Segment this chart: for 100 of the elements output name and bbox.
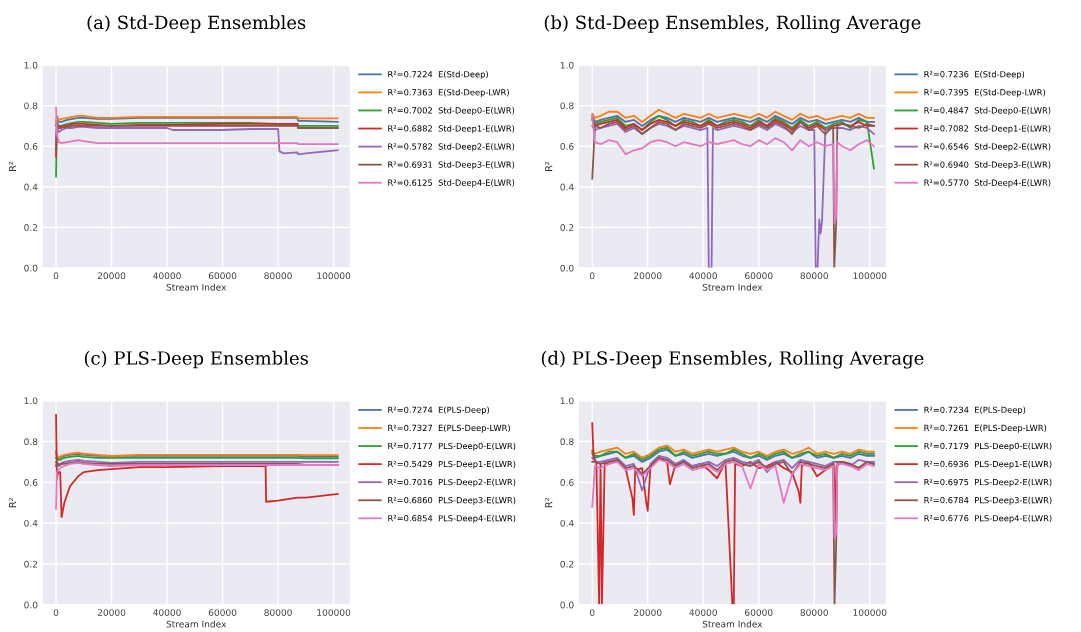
x-tick-label: 20000 <box>634 609 662 616</box>
x-tick-label: 100000 <box>853 272 887 280</box>
legend-label: R²=0.7177 PLS-Deep0-E(LWR) <box>388 442 516 451</box>
x-axis-title: Stream Index <box>166 283 227 291</box>
y-axis-title: R² <box>8 161 17 171</box>
y-tick-label: 0.8 <box>560 438 574 446</box>
line-series <box>591 108 875 123</box>
x-tick-label: 80000 <box>800 272 829 280</box>
legend-label: R²=0.6546 Std-Deep2-E(LWR) <box>924 143 1051 152</box>
legend-label: R²=0.6936 PLS-Deep1-E(LWR) <box>924 460 1052 469</box>
y-tick-label: 0.0 <box>24 264 38 272</box>
legend-label: R²=0.7274 E(PLS-Deep) <box>388 406 490 415</box>
legend-label: R²=0.7224 E(Std-Deep) <box>388 70 488 79</box>
y-tick-label: 0.6 <box>560 142 574 150</box>
x-tick-label: 0 <box>53 609 59 616</box>
chart-title: (c) PLS-Deep Ensembles <box>84 350 309 369</box>
line-series <box>55 106 339 146</box>
y-axis-title: R² <box>8 498 17 508</box>
line-series <box>591 114 875 127</box>
x-tick-label: 20000 <box>97 272 126 280</box>
chart-title: (a) Std-Deep Ensembles <box>87 15 306 33</box>
legend-label: R²=0.6975 PLS-Deep2-E(LWR) <box>924 478 1052 487</box>
y-tick-label: 0.2 <box>24 224 38 231</box>
x-tick-label: 40000 <box>689 272 717 280</box>
y-tick-label: 0.0 <box>560 601 574 609</box>
legend-label: R²=0.7234 E(PLS-Deep) <box>924 406 1026 415</box>
legend-label: R²=0.7327 E(PLS-Deep-LWR) <box>388 424 510 433</box>
legend-label: R²=0.7363 E(Std-Deep-LWR) <box>388 88 509 98</box>
chart-title: (d) PLS-Deep Ensembles, Rolling Average <box>541 350 924 369</box>
y-axis-title: R² <box>545 161 553 171</box>
legend-label: R²=0.6125 Std-Deep4-E(LWR) <box>388 179 515 188</box>
y-tick-label: 0.0 <box>560 264 574 272</box>
x-tick-label: 40000 <box>153 609 181 616</box>
legend-label: R²=0.6860 PLS-Deep3-E(LWR) <box>388 496 516 505</box>
x-tick-label: 80000 <box>264 609 292 616</box>
legend-label: R²=0.7236 E(Std-Deep) <box>924 70 1025 79</box>
x-tick-label: 60000 <box>745 272 773 280</box>
x-tick-label: 100000 <box>853 609 887 616</box>
x-tick-label: 60000 <box>208 609 237 616</box>
line-series <box>55 114 339 123</box>
y-axis-title: R² <box>545 498 553 508</box>
legend-label: R²=0.7395 E(Std-Deep-LWR) <box>924 88 1046 98</box>
y-tick-label: 0.2 <box>560 560 574 568</box>
x-tick-label: 100000 <box>317 609 351 616</box>
line-series <box>55 116 339 127</box>
line-series <box>591 118 875 131</box>
legend-label: R²=0.6931 Std-Deep3-E(LWR) <box>388 161 515 170</box>
legend-label: R²=0.6882 Std-Deep1-E(LWR) <box>388 125 515 134</box>
x-tick-label: 20000 <box>97 609 126 616</box>
legend-label: R²=0.7261 E(PLS-Deep-LWR) <box>924 424 1047 433</box>
legend-label: R²=0.7082 Std-Deep1-E(LWR) <box>924 125 1051 134</box>
legend-label: R²=0.4847 Std-Deep0-E(LWR) <box>924 107 1051 116</box>
y-tick-label: 0.8 <box>24 102 38 110</box>
legend-label: R²=0.5429 PLS-Deep1-E(LWR) <box>388 460 516 469</box>
x-axis-title: Stream Index <box>166 620 227 628</box>
y-tick-label: 0.4 <box>24 183 38 191</box>
line-series <box>591 454 875 492</box>
line-series <box>591 114 875 225</box>
y-tick-label: 1.0 <box>560 61 574 69</box>
legend-label: R²=0.7016 PLS-Deep2-E(LWR) <box>388 478 516 487</box>
y-tick-label: 0.6 <box>560 479 574 486</box>
x-tick-label: 60000 <box>208 272 237 280</box>
legend-label: R²=0.6784 PLS-Deep3-E(LWR) <box>924 496 1052 505</box>
legend-label: R²=0.7002 Std-Deep0-E(LWR) <box>388 107 515 116</box>
line-series <box>55 462 339 510</box>
y-tick-label: 0.2 <box>24 560 38 568</box>
x-tick-label: 80000 <box>264 272 292 280</box>
line-series <box>591 458 875 539</box>
y-tick-label: 0.6 <box>24 142 38 150</box>
y-tick-label: 1.0 <box>560 397 574 405</box>
y-tick-label: 1.0 <box>24 397 38 405</box>
line-series <box>55 414 339 518</box>
x-tick-label: 80000 <box>800 609 829 616</box>
x-tick-label: 100000 <box>317 272 351 280</box>
y-tick-label: 0.8 <box>560 102 574 110</box>
y-tick-label: 0.0 <box>24 601 38 609</box>
y-tick-label: 0.2 <box>560 224 574 231</box>
chart-title: (b) Std-Deep Ensembles, Rolling Average <box>544 15 921 33</box>
legend-label: R²=0.6776 PLS-Deep4-E(LWR) <box>924 514 1052 523</box>
y-tick-label: 0.4 <box>24 519 38 527</box>
x-tick-label: 20000 <box>634 272 662 280</box>
y-tick-label: 0.8 <box>24 438 38 446</box>
y-tick-label: 1.0 <box>24 61 38 69</box>
legend-label: R²=0.5770 Std-Deep4-E(LWR) <box>924 179 1051 188</box>
y-tick-label: 0.4 <box>560 519 574 527</box>
legend-label: R²=0.6940 Std-Deep3-E(LWR) <box>924 161 1051 170</box>
y-tick-label: 0.6 <box>24 479 38 486</box>
x-tick-label: 0 <box>589 272 595 280</box>
legend-label: R²=0.5782 Std-Deep2-E(LWR) <box>388 143 515 152</box>
x-tick-label: 0 <box>53 272 59 280</box>
legend-label: R²=0.7179 PLS-Deep0-E(LWR) <box>924 442 1052 451</box>
x-tick-label: 40000 <box>153 272 181 280</box>
legend-label: R²=0.6854 PLS-Deep4-E(LWR) <box>388 514 516 523</box>
x-axis-title: Stream Index <box>702 283 763 291</box>
x-tick-label: 40000 <box>689 609 717 616</box>
y-tick-label: 0.4 <box>560 183 574 191</box>
x-tick-label: 0 <box>589 609 595 616</box>
line-series <box>591 114 875 170</box>
x-tick-label: 60000 <box>745 609 773 616</box>
x-axis-title: Stream Index <box>702 620 763 628</box>
